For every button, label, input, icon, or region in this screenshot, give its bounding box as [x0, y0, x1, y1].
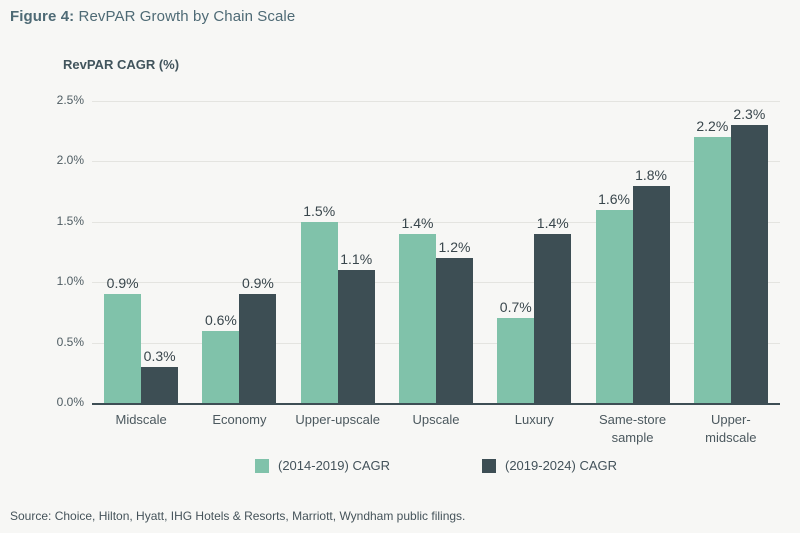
bar-value-label: 0.6%: [204, 311, 237, 328]
bar-with-label: 0.6%: [202, 311, 240, 403]
bar-value-label: 1.8%: [635, 166, 667, 183]
legend-swatch: [255, 458, 269, 473]
x-category-label: Upper-midscale: [705, 412, 757, 445]
bar-series2: [435, 258, 473, 403]
bar-value-label: 1.5%: [303, 202, 336, 219]
x-category-label: Upscale: [412, 412, 460, 427]
bar-with-label: 0.3%: [141, 347, 179, 403]
bar-series1: [398, 233, 436, 403]
bar-value-label: 1.1%: [340, 251, 373, 268]
bar-series2: [337, 270, 375, 403]
bar-value-label: 0.9%: [106, 275, 139, 292]
bar-with-label: 1.8%: [632, 166, 670, 403]
bar-series1: [104, 294, 142, 403]
figure-title-text: RevPAR Growth by Chain Scale: [74, 8, 296, 25]
bar-with-label: 1.2%: [435, 239, 473, 403]
legend-label: (2014-2019) CAGR: [278, 458, 390, 473]
bar-value-label: 1.6%: [598, 190, 630, 207]
legend-swatch: [482, 458, 496, 473]
y-tick-label: 2.5%: [56, 93, 84, 107]
bar-group: 0.7% 1.4%: [485, 101, 583, 403]
bar-series2: [632, 185, 670, 403]
bar-value-label: 2.2%: [696, 118, 729, 135]
bar-series2: [141, 366, 179, 403]
bar-value-label: 1.2%: [438, 239, 471, 256]
bar-with-label: 2.2%: [693, 118, 731, 403]
figure-title: Figure 4: RevPAR Growth by Chain Scale: [10, 8, 295, 25]
bar-with-label: 1.1%: [337, 251, 375, 403]
bar-value-label: 0.7%: [499, 299, 532, 316]
legend-item: (2019-2024) CAGR: [482, 458, 617, 473]
legend-label: (2019-2024) CAGR: [505, 458, 617, 473]
gridline: [92, 221, 780, 223]
bar-value-label: 1.4%: [536, 214, 569, 231]
bar-group: 1.6% 1.8%: [583, 101, 681, 403]
x-category-label: Upper-upscale: [295, 412, 380, 427]
y-tick-label: 2.0%: [56, 153, 84, 168]
x-category-label: Same-store sample: [598, 412, 667, 445]
bar-series1: [202, 330, 240, 403]
bar-value-label: 0.9%: [241, 275, 274, 292]
x-category-label: Economy: [212, 412, 267, 427]
bar-with-label: 0.7%: [497, 299, 535, 403]
figure-title-prefix: Figure 4:: [10, 8, 75, 25]
bar-value-label: 0.3%: [143, 347, 176, 364]
bar-group: 0.6% 0.9%: [190, 101, 288, 403]
gridline: [92, 161, 780, 163]
y-tick-label: 1.0%: [56, 274, 84, 289]
bar-with-label: 1.6%: [595, 190, 633, 403]
y-axis-label: RevPAR CAGR (%): [63, 57, 180, 72]
x-axis-labels: Midscale Economy Upper-upscale Upscale Luxur…: [92, 411, 780, 446]
plot-area: 0.9% 0.3% 0.6% 0.9% 1.5% 1.1% 1.4% 1.2% 0.7% 1.4%…: [92, 101, 780, 405]
bar-series2: [239, 294, 277, 403]
bar-with-label: 2.3%: [730, 106, 768, 403]
bar-with-label: 0.9%: [104, 275, 142, 403]
bar-group: 1.4% 1.2%: [387, 101, 485, 403]
bar-value-label: 1.4%: [401, 214, 434, 231]
bar-series1: [693, 137, 731, 403]
legend-item: (2014-2019) CAGR: [255, 458, 390, 473]
bar-with-label: 1.4%: [398, 214, 436, 403]
bar-series2: [534, 233, 572, 403]
source-note: Source: Choice, Hilton, Hyatt, IHG Hotel…: [10, 509, 466, 523]
chart-legend: (2014-2019) CAGR (2019-2024) CAGR: [92, 458, 780, 473]
bar-value-label: 2.3%: [733, 106, 766, 123]
bar-group: 2.2% 2.3%: [682, 101, 780, 403]
bar-series1: [595, 209, 633, 403]
y-tick-label: 0.0%: [56, 395, 84, 409]
y-tick-label: 1.5%: [56, 213, 84, 228]
bar-group: 1.5% 1.1%: [289, 101, 387, 403]
x-category-label: Luxury: [514, 412, 554, 427]
bar-with-label: 1.5%: [300, 202, 338, 403]
bar-series1: [300, 221, 338, 403]
y-tick-label: 0.5%: [56, 334, 84, 349]
bar-series1: [497, 318, 535, 403]
bar-group: 0.9% 0.3%: [92, 101, 190, 403]
x-category-label: Midscale: [115, 412, 167, 427]
bar-with-label: 0.9%: [239, 275, 277, 403]
bar-with-label: 1.4%: [534, 214, 572, 403]
gridline: [92, 101, 780, 102]
bar-series2: [730, 125, 768, 403]
